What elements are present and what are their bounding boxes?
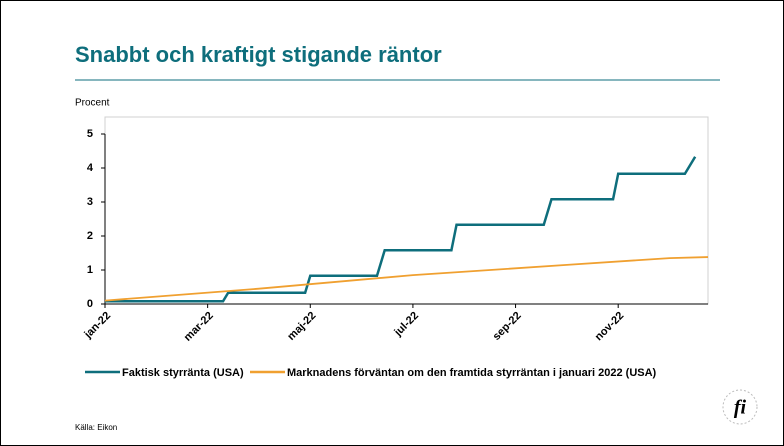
y-tick-label: 2 [87, 230, 93, 242]
series-line [104, 256, 709, 302]
source: Källa: Eikon [75, 423, 117, 432]
y-tick-label: 3 [87, 196, 93, 208]
y-tick-label: 0 [87, 298, 93, 310]
logo: fi [722, 389, 758, 425]
svg-text:fi: fi [734, 397, 747, 419]
legend-label: Marknadens förväntan om den framtida sty… [287, 367, 657, 379]
y-tick-label: 4 [87, 162, 94, 174]
y-tick-label: 1 [87, 264, 93, 276]
slide-title: Snabbt och kraftigt stigande räntor [75, 42, 442, 67]
series-line [105, 156, 697, 303]
y-tick-label: 5 [87, 128, 93, 140]
legend-label: Faktisk styrränta (USA) [122, 367, 244, 379]
y-axis-label: Procent [75, 98, 110, 109]
